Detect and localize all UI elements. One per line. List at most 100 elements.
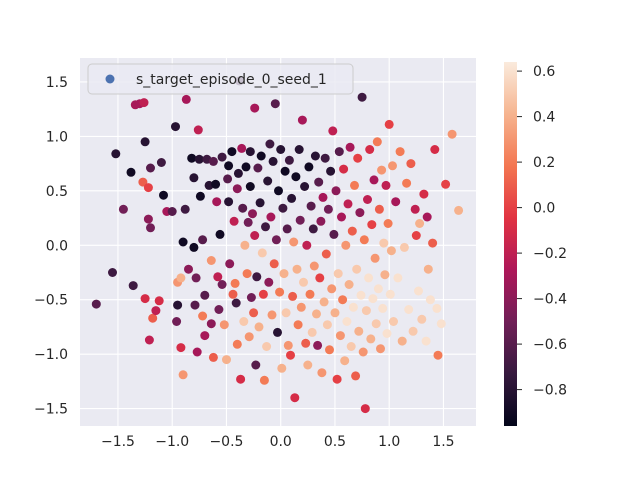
scatter-point: [402, 178, 412, 188]
x-tick-label: −1.5: [101, 434, 135, 450]
scatter-point: [280, 166, 290, 176]
scatter-point: [339, 164, 349, 174]
scatter-point: [206, 319, 216, 329]
scatter-point: [187, 153, 197, 163]
scatter-point: [406, 159, 416, 169]
scatter-point: [391, 197, 401, 207]
scatter-point: [146, 223, 155, 233]
scatter-point: [236, 374, 246, 384]
scatter-point: [373, 284, 383, 294]
scatter-point: [258, 289, 268, 299]
scatter-point: [325, 345, 334, 355]
scatter-point: [359, 235, 369, 245]
scatter-point: [379, 238, 389, 248]
scatter-point: [239, 317, 249, 326]
scatter-point: [337, 212, 346, 222]
scatter-point: [292, 264, 302, 274]
scatter-point: [293, 320, 303, 330]
scatter-point: [140, 294, 150, 304]
scatter-point: [148, 313, 158, 323]
scatter-point: [397, 336, 407, 346]
scatter-point: [307, 327, 317, 337]
scatter-point: [308, 224, 318, 234]
scatter-point: [320, 153, 330, 163]
scatter-point: [425, 295, 435, 305]
scatter-point: [385, 289, 395, 299]
scatter-point: [250, 231, 260, 240]
scatter-point: [326, 166, 336, 176]
scatter-point: [171, 122, 180, 132]
scatter-point: [217, 280, 227, 289]
scatter-point: [322, 320, 332, 330]
scatter-point: [315, 273, 325, 283]
scatter-point: [253, 163, 263, 173]
scatter-point: [248, 209, 257, 219]
scatter-point: [146, 163, 155, 173]
scatter-point: [399, 242, 409, 252]
scatter-point: [194, 154, 204, 164]
scatter-point: [143, 214, 153, 224]
scatter-point: [351, 371, 361, 381]
scatter-point: [363, 195, 372, 204]
scatter-point: [347, 226, 357, 236]
legend-marker: [105, 74, 115, 84]
scatter-point: [273, 327, 282, 337]
colorbar-tick-label: 0.0: [533, 201, 555, 217]
scatter-point: [181, 94, 191, 104]
scatter-point: [289, 237, 299, 247]
colorbar-tick-label: 0.4: [533, 110, 555, 126]
scatter-point: [243, 217, 253, 227]
scatter-point: [143, 183, 153, 193]
y-tick-label: 1.5: [46, 75, 68, 91]
y-tick-label: 0.0: [46, 238, 68, 254]
scatter-point: [269, 259, 279, 269]
scatter-point: [225, 259, 235, 269]
scatter-point: [268, 156, 278, 166]
scatter-point: [246, 293, 256, 302]
scatter-point: [294, 145, 304, 154]
scatter-point: [376, 344, 385, 354]
scatter-point: [355, 208, 365, 218]
colorbar-tick-label: −0.4: [533, 292, 567, 308]
y-tick-label: −1.5: [34, 402, 68, 418]
scatter-point: [304, 162, 314, 172]
scatter-point: [386, 246, 396, 256]
scatter-point: [259, 375, 269, 385]
scatter-point: [245, 182, 255, 191]
scatter-point: [180, 204, 190, 214]
x-tick-label: 0.5: [324, 434, 346, 450]
scatter-point: [345, 142, 355, 152]
scatter-point: [233, 168, 243, 178]
scatter-point: [200, 331, 210, 341]
scatter-point: [229, 216, 239, 226]
scatter-point: [408, 326, 418, 336]
y-tick-label: 0.5: [46, 184, 68, 200]
scatter-point: [249, 308, 259, 318]
scatter-point: [128, 281, 138, 291]
scatter-point: [251, 360, 261, 370]
scatter-point: [316, 216, 326, 226]
scatter-point: [369, 175, 379, 185]
scatter-point: [230, 278, 240, 288]
x-tick-label: −0.5: [209, 434, 243, 450]
scatter-points: [91, 76, 464, 414]
scatter-point: [176, 273, 186, 283]
scatter-point: [265, 139, 275, 149]
scatter-point: [191, 273, 201, 283]
scatter-point: [334, 147, 344, 157]
scatter-point: [190, 300, 200, 310]
scatter-point: [211, 179, 221, 189]
scatter-point: [189, 173, 199, 183]
scatter-point: [154, 296, 164, 306]
scatter-point: [342, 317, 352, 326]
scatter-point: [454, 205, 464, 215]
scatter-point: [314, 177, 324, 187]
scatter-point: [300, 182, 310, 191]
scatter-point: [198, 311, 208, 321]
scatter-point: [200, 290, 210, 300]
scatter-point: [441, 179, 451, 189]
scatter-point: [223, 174, 233, 184]
scatter-point: [329, 229, 339, 239]
scatter-point: [256, 151, 266, 161]
